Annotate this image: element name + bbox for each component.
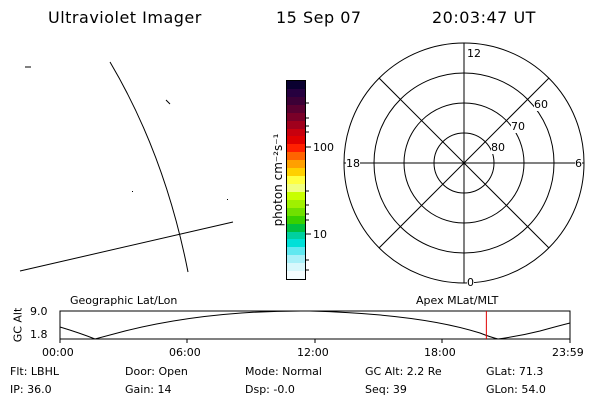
colorbar-segment bbox=[287, 112, 305, 121]
timeline-y-tick-min: 1.8 bbox=[30, 328, 48, 341]
timeline-frame bbox=[59, 310, 571, 340]
mlt-label-12: 12 bbox=[467, 47, 481, 60]
colorbar bbox=[286, 80, 306, 280]
colorbar-segment bbox=[287, 247, 305, 256]
colorbar-segment bbox=[287, 271, 305, 280]
mlt-label-6: 6 bbox=[575, 157, 582, 170]
mlt-label-18: 18 bbox=[346, 157, 360, 170]
colorbar-segment bbox=[287, 160, 305, 169]
colorbar-segment bbox=[287, 88, 305, 97]
colorbar-segment bbox=[287, 152, 305, 161]
colorbar-segment bbox=[287, 231, 305, 240]
time-label: 20:03:47 UT bbox=[432, 8, 536, 27]
date-label: 15 Sep 07 bbox=[276, 8, 362, 27]
lat-label-60: 60 bbox=[534, 98, 548, 111]
x-tick-0600: 06:00 bbox=[169, 346, 201, 359]
polar-ring-outer bbox=[343, 42, 585, 284]
mlt-label-0: 0 bbox=[467, 276, 474, 289]
info-glon: GLon: 54.0 bbox=[486, 383, 546, 396]
colorbar-segment bbox=[287, 128, 305, 137]
colorbar-segment bbox=[287, 239, 305, 248]
colorbar-unit-label: photon cm⁻²s⁻¹ bbox=[271, 133, 285, 227]
polar-diagonal-1 bbox=[378, 77, 550, 249]
colorbar-segment bbox=[287, 176, 305, 184]
map-curve-arc bbox=[109, 61, 189, 273]
info-glat: GLat: 71.3 bbox=[486, 365, 544, 378]
colorbar-segment bbox=[287, 81, 305, 89]
lat-label-80: 80 bbox=[491, 141, 505, 154]
x-tick-2359: 23:59 bbox=[552, 346, 584, 359]
colorbar-segment bbox=[287, 96, 305, 105]
altitude-curve bbox=[59, 310, 571, 340]
colorbar-segment bbox=[287, 144, 305, 153]
polar-diagonal-2 bbox=[378, 77, 550, 249]
colorbar-segment bbox=[287, 207, 305, 216]
info-seq: Seq: 39 bbox=[365, 383, 407, 396]
polar-ring-70 bbox=[403, 102, 525, 224]
colorbar-segment bbox=[287, 215, 305, 224]
instrument-title: Ultraviolet Imager bbox=[48, 8, 202, 27]
colorbar-tick-10: 10 bbox=[313, 228, 327, 241]
timeline-axis-title: GC Alt bbox=[11, 307, 25, 343]
lat-label-70: 70 bbox=[511, 120, 525, 133]
timeline-left-label: Geographic Lat/Lon bbox=[70, 294, 178, 307]
x-tick-1800: 18:00 bbox=[424, 346, 456, 359]
polar-ring-60 bbox=[373, 72, 555, 254]
info-mode: Mode: Normal bbox=[245, 365, 322, 378]
map-speck-3 bbox=[227, 199, 228, 200]
colorbar-segment bbox=[287, 223, 305, 232]
info-door: Door: Open bbox=[125, 365, 188, 378]
map-crossing-line bbox=[19, 221, 234, 272]
colorbar-segment bbox=[287, 168, 305, 177]
info-ip: IP: 36.0 bbox=[10, 383, 52, 396]
colorbar-segment bbox=[287, 104, 305, 113]
info-dsp: Dsp: -0.0 bbox=[245, 383, 295, 396]
colorbar-segment bbox=[287, 263, 305, 272]
polar-ring-80 bbox=[433, 132, 495, 194]
info-gain: Gain: 14 bbox=[125, 383, 172, 396]
colorbar-segment bbox=[287, 191, 305, 200]
x-tick-0000: 00:00 bbox=[42, 346, 74, 359]
colorbar-tick-100: 100 bbox=[313, 141, 334, 154]
colorbar-segment bbox=[287, 183, 305, 192]
colorbar-segment bbox=[287, 255, 305, 264]
x-tick-1200: 12:00 bbox=[297, 346, 329, 359]
colorbar-segment bbox=[287, 120, 305, 129]
timeline-right-label: Apex MLat/MLT bbox=[416, 294, 499, 307]
colorbar-segment bbox=[287, 136, 305, 145]
info-gc-alt: GC Alt: 2.2 Re bbox=[365, 365, 442, 378]
colorbar-segment bbox=[287, 199, 305, 208]
map-speck-1 bbox=[165, 99, 171, 105]
map-speck-2 bbox=[132, 191, 133, 192]
info-flt: Flt: LBHL bbox=[10, 365, 59, 378]
timeline-y-tick-max: 9.0 bbox=[30, 305, 48, 318]
